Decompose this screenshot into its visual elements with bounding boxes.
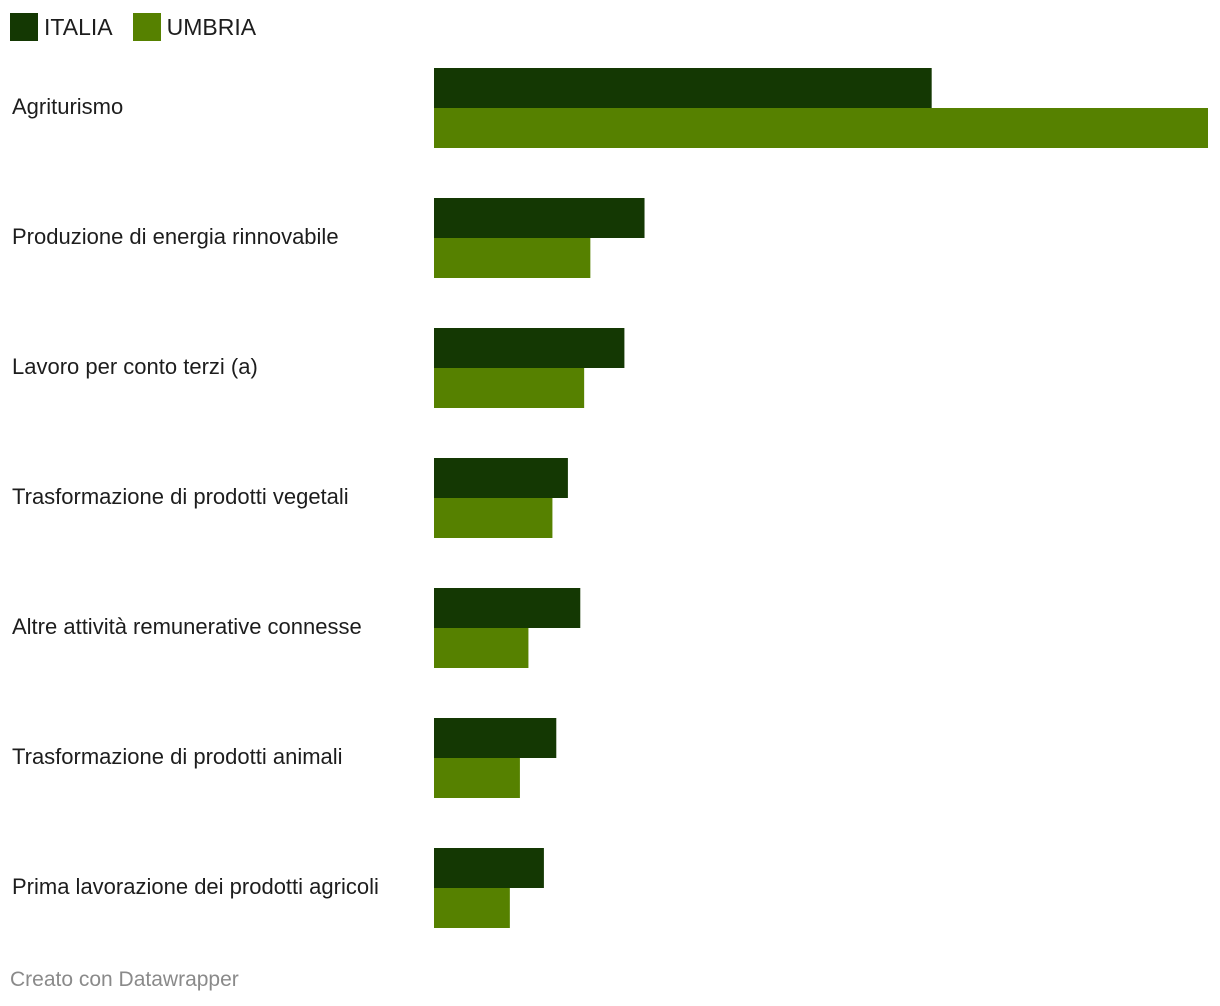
- bar-group-prima-lavorazione-dei-prodotti-agricoli: Prima lavorazione dei prodotti agricoli: [12, 848, 544, 928]
- bar-italia-trasformazione-di-prodotti-vegetali: [434, 458, 568, 498]
- bar-group-produzione-di-energia-rinnovabile: Produzione di energia rinnovabile: [12, 198, 645, 278]
- bar-italia-agriturismo: [434, 68, 932, 108]
- bar-italia-trasformazione-di-prodotti-animali: [434, 718, 557, 758]
- bar-italia-prima-lavorazione-dei-prodotti-agricoli: [434, 848, 544, 888]
- category-label: Trasformazione di prodotti animali: [12, 744, 343, 769]
- bar-italia-produzione-di-energia-rinnovabile: [434, 198, 645, 238]
- bar-umbria-altre-attivita-remunerative-connesse: [434, 628, 529, 668]
- legend-label-umbria: UMBRIA: [166, 14, 257, 40]
- category-label: Lavoro per conto terzi (a): [12, 354, 258, 379]
- legend-item-italia: ITALIA: [10, 13, 113, 41]
- bar-group-trasformazione-di-prodotti-vegetali: Trasformazione di prodotti vegetali: [12, 458, 568, 538]
- bar-italia-altre-attivita-remunerative-connesse: [434, 588, 581, 628]
- bar-italia-lavoro-per-conto-terzi-a: [434, 328, 625, 368]
- bar-group-lavoro-per-conto-terzi-a: Lavoro per conto terzi (a): [12, 328, 625, 408]
- bar-group-trasformazione-di-prodotti-animali: Trasformazione di prodotti animali: [12, 718, 557, 798]
- legend-label-italia: ITALIA: [44, 14, 113, 40]
- legend-swatch-italia: [10, 13, 38, 41]
- category-label: Altre attività remunerative connesse: [12, 614, 362, 639]
- bar-group-agriturismo: Agriturismo: [12, 68, 1208, 148]
- legend-item-umbria: UMBRIA: [132, 13, 257, 41]
- bar-umbria-lavoro-per-conto-terzi-a: [434, 368, 585, 408]
- legend-swatch-umbria: [132, 13, 161, 41]
- category-label: Trasformazione di prodotti vegetali: [12, 484, 349, 509]
- category-label: Agriturismo: [12, 94, 123, 119]
- bar-umbria-prima-lavorazione-dei-prodotti-agricoli: [434, 888, 510, 928]
- bar-chart: Agriturismo Produzione di energia rinnova…: [12, 68, 1208, 928]
- bar-umbria-trasformazione-di-prodotti-vegetali: [434, 498, 553, 538]
- bar-group-altre-attivita-remunerative-connesse: Altre attività remunerative connesse: [12, 588, 581, 668]
- bar-umbria-trasformazione-di-prodotti-animali: [434, 758, 520, 798]
- chart-legend: ITALIA UMBRIA: [10, 12, 276, 42]
- footer-credit: Creato con Datawrapper: [10, 968, 239, 991]
- bar-umbria-agriturismo: [434, 108, 1208, 148]
- category-label: Prima lavorazione dei prodotti agricoli: [12, 874, 379, 899]
- category-label: Produzione di energia rinnovabile: [12, 224, 339, 249]
- bar-umbria-produzione-di-energia-rinnovabile: [434, 238, 591, 278]
